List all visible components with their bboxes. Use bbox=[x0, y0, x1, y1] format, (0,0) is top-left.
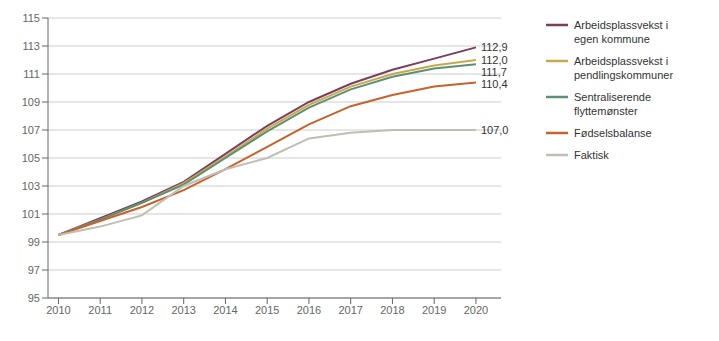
html-text:Arbeidsplassvekst i: Arbeidsplassvekst i bbox=[574, 55, 669, 67]
svg-text:110,4: 110,4 bbox=[481, 78, 508, 90]
svg-text:103: 103 bbox=[22, 180, 40, 192]
svg-text:112,0: 112,0 bbox=[481, 54, 508, 66]
html-text:Fødselsbalanse: Fødselsbalanse bbox=[574, 127, 652, 139]
svg-text:107: 107 bbox=[22, 124, 40, 136]
svg-text:2018: 2018 bbox=[380, 304, 404, 316]
html-text:flyttemønster: flyttemønster bbox=[574, 105, 638, 117]
svg-text:111: 111 bbox=[23, 68, 40, 80]
svg-text:101: 101 bbox=[22, 208, 40, 220]
html-text:pendlingskommuner: pendlingskommuner bbox=[574, 69, 674, 81]
html-text:Faktisk: Faktisk bbox=[574, 149, 609, 161]
svg-text:99: 99 bbox=[28, 236, 40, 248]
svg-text:2013: 2013 bbox=[171, 304, 195, 316]
svg-text:109: 109 bbox=[22, 96, 40, 108]
svg-text:112,9: 112,9 bbox=[481, 41, 508, 53]
svg-text:111,7: 111,7 bbox=[481, 66, 507, 78]
svg-text:2014: 2014 bbox=[213, 304, 237, 316]
svg-text:2012: 2012 bbox=[130, 304, 154, 316]
html-text:Sentraliserende: Sentraliserende bbox=[574, 91, 652, 103]
svg-text:2011: 2011 bbox=[88, 304, 112, 316]
svg-text:115: 115 bbox=[22, 12, 40, 24]
svg-text:113: 113 bbox=[22, 40, 40, 52]
svg-text:107,0: 107,0 bbox=[481, 124, 509, 136]
svg-text:95: 95 bbox=[28, 292, 40, 304]
svg-text:105: 105 bbox=[22, 152, 40, 164]
svg-text:97: 97 bbox=[28, 264, 40, 276]
svg-text:2019: 2019 bbox=[422, 304, 446, 316]
svg-text:2015: 2015 bbox=[255, 304, 279, 316]
svg-text:2017: 2017 bbox=[338, 304, 362, 316]
svg-text:2010: 2010 bbox=[46, 304, 70, 316]
html-text:Arbeidsplassvekst i: Arbeidsplassvekst i bbox=[574, 19, 669, 31]
html-text:egen kommune: egen kommune bbox=[574, 33, 650, 45]
svg-text:2020: 2020 bbox=[464, 304, 488, 316]
svg-text:2016: 2016 bbox=[297, 304, 321, 316]
